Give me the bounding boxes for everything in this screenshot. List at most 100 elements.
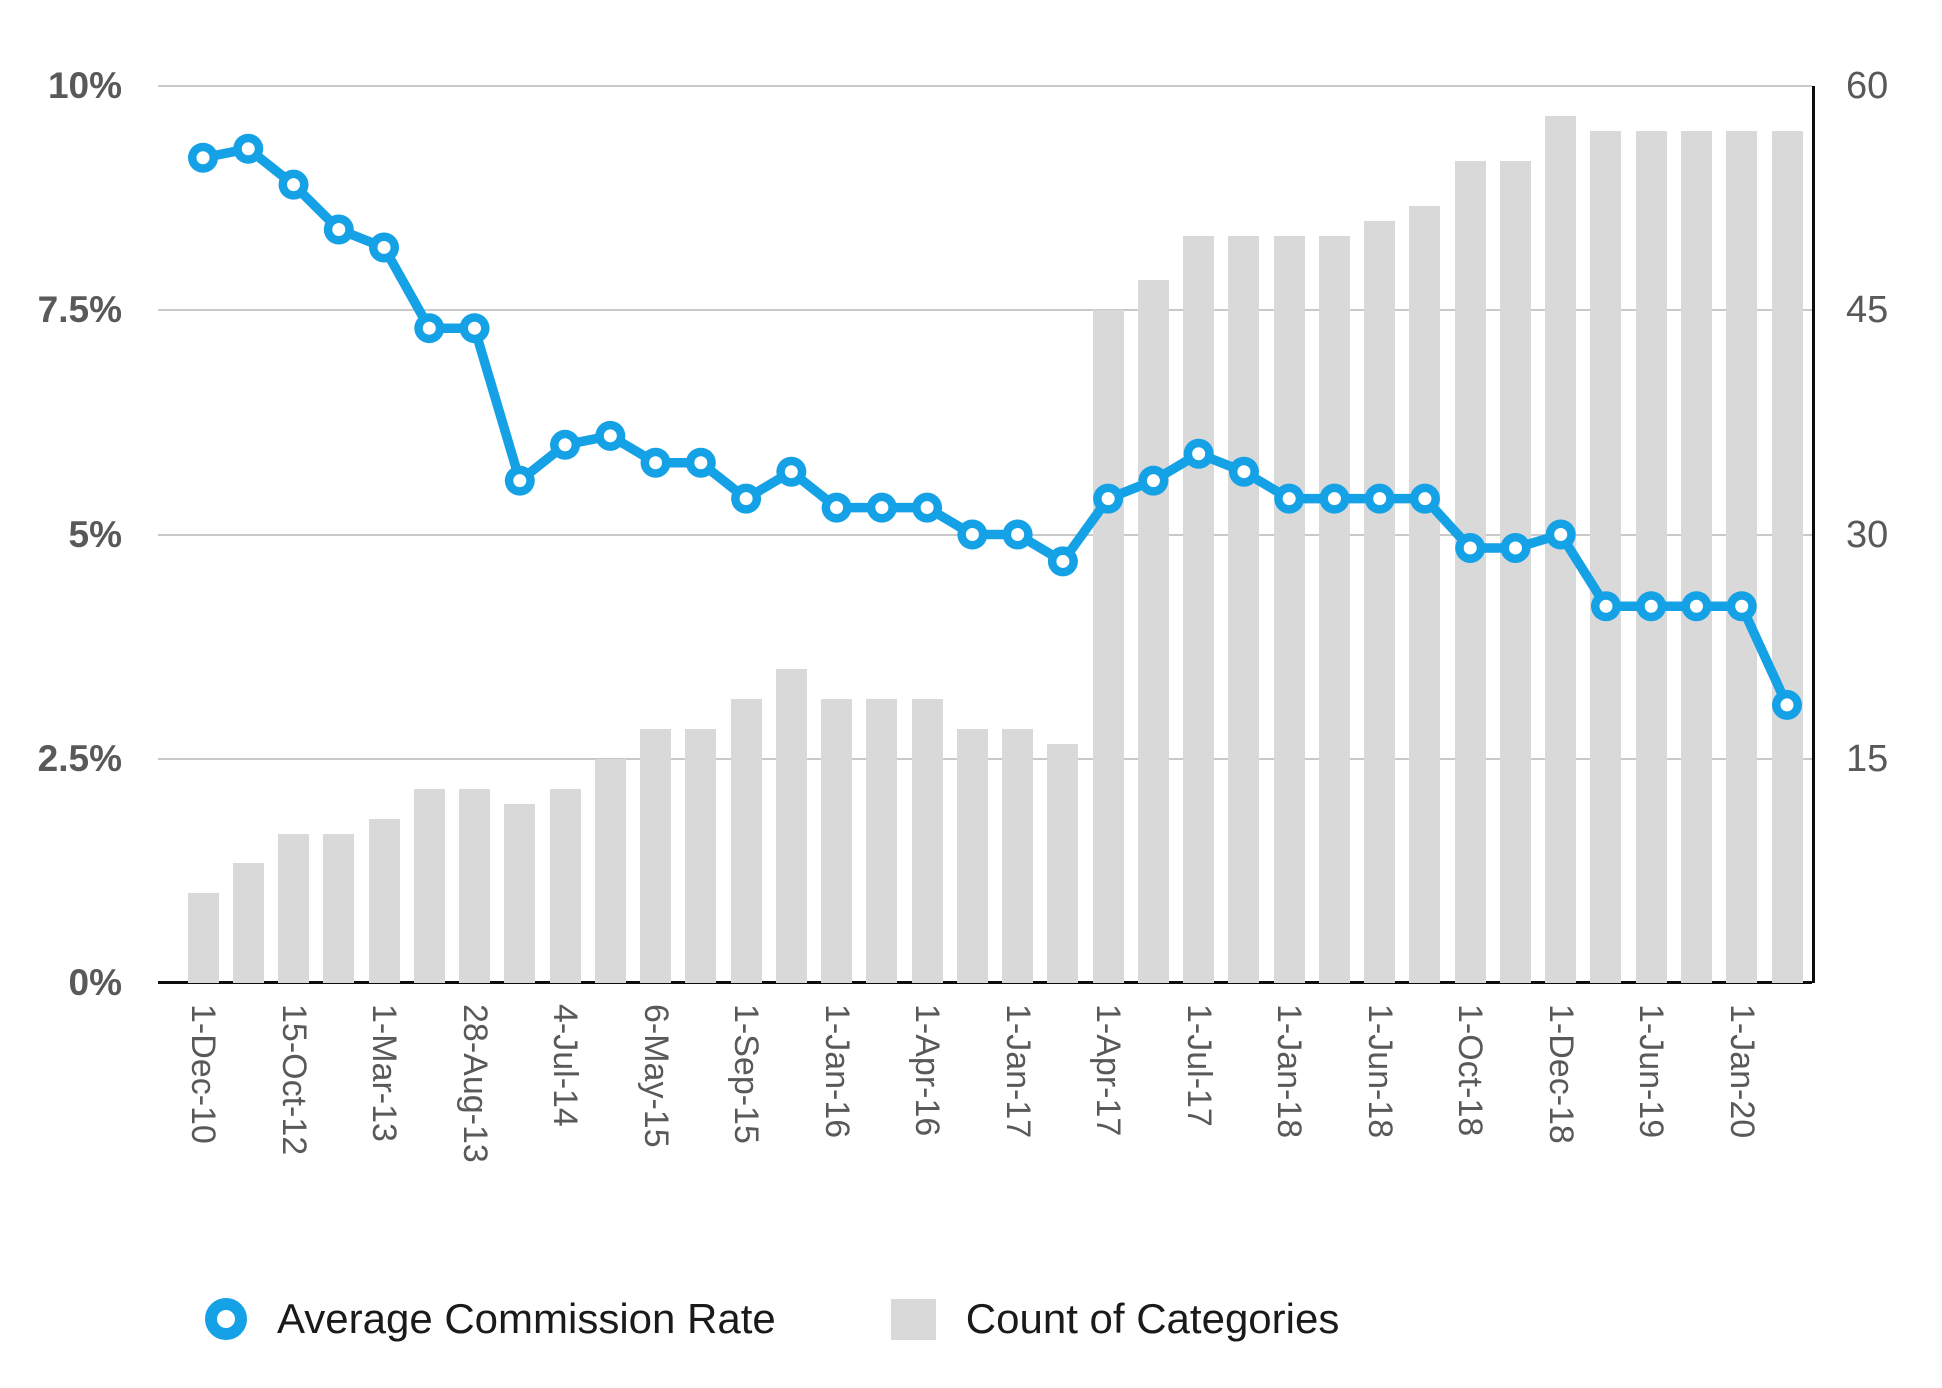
category-count-bar [368,818,400,983]
line-marker-center [649,456,663,470]
line-marker-center [1327,492,1341,506]
commission-rate-line [198,144,1792,710]
line-marker-center [196,151,210,165]
category-count-bar [1771,130,1803,983]
category-count-bar [232,863,264,983]
category-count-bar [1635,130,1667,983]
category-count-bar [685,728,717,983]
category-count-bar [1364,220,1396,983]
line-marker-center [332,223,346,237]
x-tick-label: 4-Jul-14 [546,1004,585,1127]
line-marker-center [241,142,255,156]
legend-item-commission-rate: Average Commission Rate [205,1295,776,1343]
legend-item-count-categories: Count of Categories [890,1295,1340,1343]
line-marker-center [1192,447,1206,461]
line-marker-center [422,321,436,335]
category-count-bar [1273,235,1305,983]
line-marker-center [1554,528,1568,541]
line-marker-center [1282,492,1296,506]
line-marker-center [513,474,527,488]
category-count-bar [323,833,355,983]
bar-swatch-icon [890,1298,936,1340]
line-marker-center [1599,599,1613,613]
gridline [158,85,1812,87]
line-marker-center [1011,528,1025,541]
category-count-bar [187,893,219,983]
line-marker-center [1463,541,1477,555]
line-marker-center [739,492,753,506]
category-count-bar [1228,235,1260,983]
line-marker-center [1735,599,1749,613]
right-axis-tick-label: 30 [1846,513,1889,556]
legend: Average Commission Rate Count of Categor… [205,1295,1339,1343]
category-count-bar [1047,743,1079,983]
gridline [158,309,1812,312]
x-tick-label: 6-May-15 [636,1004,675,1148]
x-tick-label: 1-Jan-16 [817,1004,856,1139]
x-tick-label: 1-Dec-18 [1541,1004,1580,1144]
line-marker-center [1418,492,1432,506]
line-marker-center [1056,554,1070,568]
line-marker-center [1101,492,1115,506]
x-tick-label: 1-Oct-18 [1451,1004,1490,1137]
line-marker-center [965,528,979,541]
category-count-bar [278,833,309,983]
category-count-bar [866,698,898,983]
right-axis-tick-label: 45 [1846,289,1889,332]
category-count-bar [413,788,445,983]
x-tick-label: 1-Jun-18 [1360,1004,1399,1139]
line-marker-center [784,465,798,479]
line-marker-center [377,240,391,254]
x-tick-label: 1-Jul-17 [1179,1004,1218,1127]
right-axis-tick-label: 15 [1846,737,1889,780]
line-marker-center [830,501,844,515]
legend-label: Count of Categories [965,1295,1340,1342]
category-count-bar [594,758,626,983]
category-count-bar [1183,235,1215,983]
line-marker-center [603,429,617,443]
x-tick-label: 28-Aug-13 [455,1004,494,1163]
category-count-bar [1499,160,1531,983]
category-count-bar [1137,280,1169,983]
category-count-bar [459,788,491,983]
x-tick-label: 1-Jan-18 [1270,1004,1309,1139]
category-count-bar [821,698,853,983]
x-tick-label: 1-Jan-20 [1722,1004,1761,1139]
line-marker-center [1146,474,1160,488]
category-count-bar [911,698,943,983]
line-marker-center [1508,541,1522,555]
line-marker-center [468,321,482,335]
category-count-bar [1318,235,1350,983]
x-tick-label: 15-Oct-12 [274,1004,313,1156]
x-tick-label: 1-Dec-10 [184,1004,222,1144]
category-count-bar [1092,310,1124,983]
line-marker-center [1780,698,1794,712]
line-marker-icon [205,1298,247,1340]
category-count-bar [1726,130,1758,983]
commission-rate-line-series [188,133,1802,720]
line-marker-center [694,456,708,470]
line-marker-center [875,501,889,515]
category-count-bar [1590,130,1622,983]
plot-area [158,85,1815,984]
category-count-bar [640,728,672,983]
line-marker-center [1373,492,1387,506]
category-count-bar [956,728,988,983]
x-tick-label: 1-Sep-15 [727,1004,766,1144]
x-tick-label: 1-Apr-16 [908,1004,947,1137]
category-count-bar [775,669,807,983]
x-tick-label: 1-Jun-19 [1632,1004,1671,1139]
line-marker-center [287,178,301,192]
legend-label: Average Commission Rate [277,1295,776,1342]
left-axis-tick-label: 2.5% [37,737,122,779]
x-tick-label: 1-Jan-17 [998,1004,1037,1139]
left-axis-tick-label: 5% [68,513,122,555]
left-axis-tick-label: 7.5% [37,289,122,331]
left-axis-tick-label: 0% [68,962,122,1003]
right-axis-tick-label: 60 [1846,65,1889,107]
category-count-bar [549,788,581,983]
left-axis-tick-label: 10% [47,65,122,106]
category-count-bar [1002,728,1034,983]
category-count-bar [730,698,762,983]
